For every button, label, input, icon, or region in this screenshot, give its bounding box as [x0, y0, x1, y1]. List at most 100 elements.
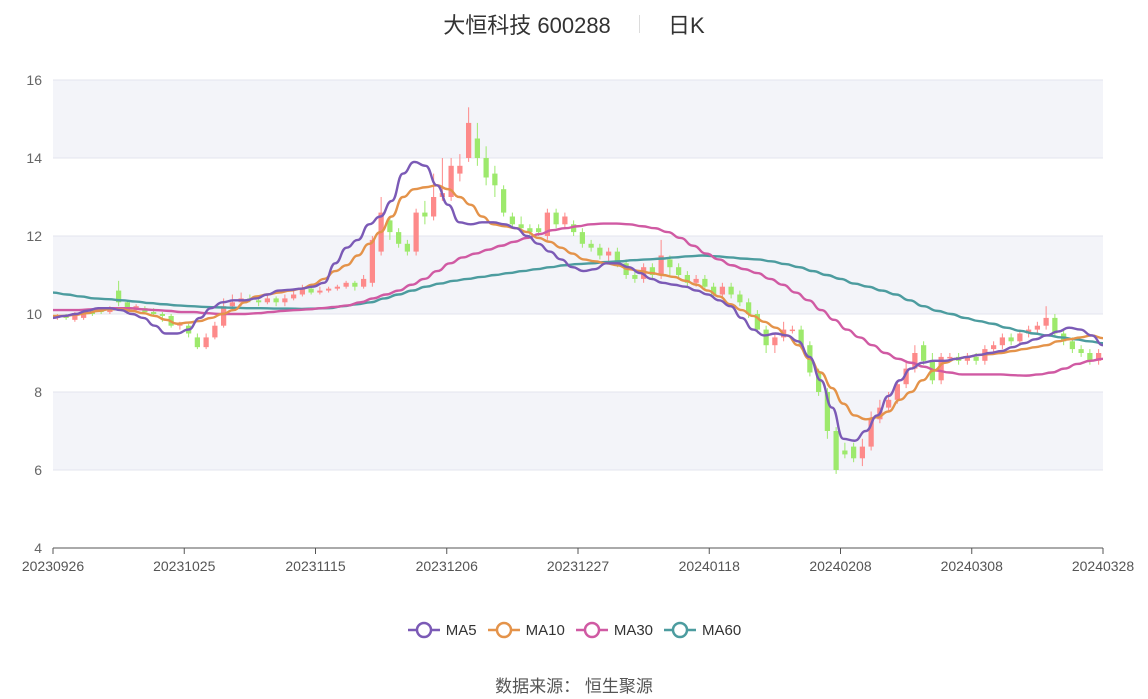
candlestick-chart: 4 6 8 10 12 14 16 20230926 20231025 20231115 20231…	[22, 72, 1135, 574]
ma-line-ma30	[53, 222, 1104, 377]
candle-body	[107, 310, 113, 313]
legend-item-ma5[interactable]: MA5	[407, 620, 477, 640]
candle-body	[422, 212, 428, 217]
candle-body	[912, 353, 918, 369]
candle-body	[606, 251, 612, 256]
candle-body	[737, 294, 743, 303]
candle-body	[326, 288, 332, 291]
grid-band	[53, 158, 1103, 236]
candle-body	[903, 368, 909, 385]
candle-body	[667, 259, 673, 268]
candle-body	[693, 278, 699, 283]
candle-body	[361, 278, 367, 287]
y-tick-label: 16	[26, 72, 42, 88]
candle-body	[448, 165, 454, 197]
candle-body	[763, 329, 769, 346]
candle-body	[553, 212, 559, 225]
candle-body	[317, 290, 323, 293]
legend-item-ma60[interactable]: MA60	[663, 620, 741, 640]
candle-body	[816, 372, 822, 392]
candle-body	[369, 239, 375, 283]
candle-body	[711, 286, 717, 295]
legend-label: MA10	[525, 621, 565, 639]
source-label: 数据来源：	[495, 677, 581, 696]
candle-body	[212, 325, 218, 338]
candle-body	[229, 302, 235, 307]
x-tick-label: 20231025	[153, 558, 216, 574]
candle-body	[702, 278, 708, 287]
candle-body	[1008, 337, 1014, 342]
candle-body	[746, 302, 752, 314]
x-tick-label: 20231206	[416, 558, 479, 574]
legend-item-ma10[interactable]: MA10	[487, 620, 565, 640]
legend-marker-icon	[575, 621, 608, 639]
grid-band	[53, 314, 1103, 392]
chart-legend: MA5 MA10 MA30 MA60	[0, 620, 1148, 644]
x-tick-label: 20230926	[22, 558, 85, 574]
legend-label: MA30	[613, 621, 654, 639]
candle-body	[859, 446, 865, 459]
candle-body	[81, 312, 87, 318]
y-tick-label: 8	[34, 384, 42, 400]
candle-body	[474, 138, 480, 158]
candle-body	[754, 314, 760, 330]
legend-item-ma30[interactable]: MA30	[575, 620, 653, 640]
y-tick-label: 10	[26, 306, 42, 322]
candle-body	[518, 224, 524, 229]
candle-body	[124, 302, 130, 311]
ma-line-ma60	[52, 254, 1104, 345]
candle-body	[562, 216, 568, 225]
chart-title: 大恒科技 600288	[443, 13, 611, 38]
candle-body	[632, 275, 638, 279]
legend-label: MA5	[445, 621, 477, 639]
x-tick-label: 20231227	[547, 558, 610, 574]
grid-band	[53, 80, 1103, 158]
x-tick-label: 20240328	[1072, 558, 1135, 574]
candle-body	[413, 212, 419, 252]
y-tick-label: 6	[34, 462, 42, 478]
candle-body	[964, 356, 970, 361]
candle-body	[527, 228, 533, 233]
candle-body	[833, 431, 839, 470]
grid-band	[53, 392, 1103, 470]
candle-body	[571, 224, 577, 233]
legend-marker-icon	[664, 621, 697, 639]
candle-body	[492, 173, 498, 186]
x-tick-label: 20240308	[941, 558, 1004, 574]
candle-body	[789, 329, 795, 332]
candle-body	[719, 286, 725, 295]
candle-body	[676, 267, 682, 275]
candle-body	[159, 314, 165, 316]
candle-body	[483, 158, 489, 178]
candle-body	[466, 122, 472, 158]
candle-body	[273, 298, 279, 303]
candle-body	[684, 275, 690, 283]
data-source: 数据来源： 恒生聚源	[0, 672, 1148, 697]
candle-body	[299, 288, 305, 295]
y-tick-label: 12	[26, 228, 42, 244]
candle-body	[991, 345, 997, 350]
candle-body	[999, 337, 1005, 346]
candle-body	[1078, 349, 1084, 353]
candle-body	[1017, 333, 1023, 342]
candle-body	[72, 314, 78, 320]
candle-body	[396, 232, 402, 244]
x-tick-label: 20240118	[679, 558, 740, 574]
candle-body	[851, 446, 857, 459]
candle-body	[658, 255, 664, 275]
candle-body	[798, 329, 804, 346]
candle-body	[1087, 353, 1093, 361]
candle-body	[597, 247, 603, 256]
candle-body	[588, 243, 594, 248]
candle-body	[308, 288, 314, 293]
x-tick-label: 20240208	[809, 558, 872, 574]
candle-body	[1052, 317, 1058, 334]
source-value: 恒生聚源	[584, 677, 653, 696]
candle-body	[1096, 353, 1102, 361]
candle-body	[536, 228, 542, 233]
candle-body	[256, 300, 262, 303]
candle-body	[194, 337, 200, 348]
candle-body	[203, 337, 209, 348]
candle-body	[291, 294, 297, 299]
title-separator	[638, 15, 640, 33]
